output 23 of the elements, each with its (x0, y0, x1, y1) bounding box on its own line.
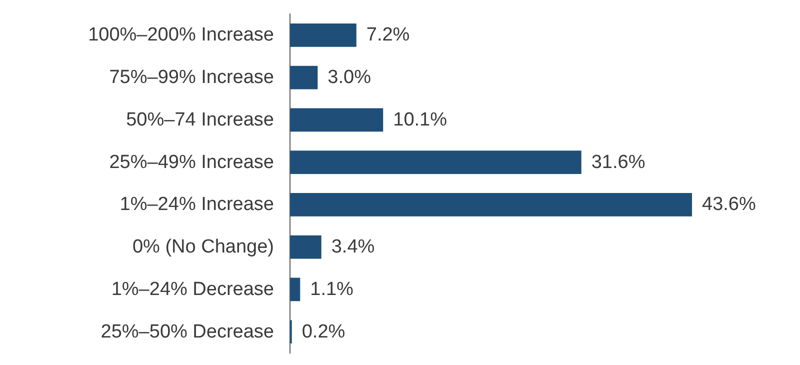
y-tick-label: 1%–24% Decrease (111, 278, 274, 300)
y-tick-label: 0% (No Change) (132, 236, 274, 258)
y-tick-label: 25%–50% Decrease (100, 321, 274, 342)
bar (290, 235, 322, 259)
bar (290, 108, 384, 132)
y-tick-label: 1%–24% Increase (120, 194, 274, 216)
data-label: 10.1% (393, 109, 448, 130)
data-label: 0.2% (302, 321, 346, 342)
data-label: 1.1% (310, 278, 354, 300)
bar (290, 193, 692, 216)
y-tick-label: 75%–99% Increase (109, 67, 274, 88)
data-label: 3.4% (331, 236, 375, 258)
bar (290, 24, 356, 47)
data-label: 31.6% (591, 152, 646, 173)
bar (290, 150, 582, 174)
data-label: 7.2% (366, 24, 410, 46)
bar (290, 278, 300, 302)
y-tick-label: 25%–49% Increase (109, 152, 274, 173)
data-label: 43.6% (702, 194, 756, 216)
bar (290, 66, 318, 90)
data-label: 3.0% (328, 67, 372, 88)
y-tick-label: 100%–200% Increase (88, 24, 274, 46)
y-tick-label: 50%–74 Increase (126, 109, 274, 130)
